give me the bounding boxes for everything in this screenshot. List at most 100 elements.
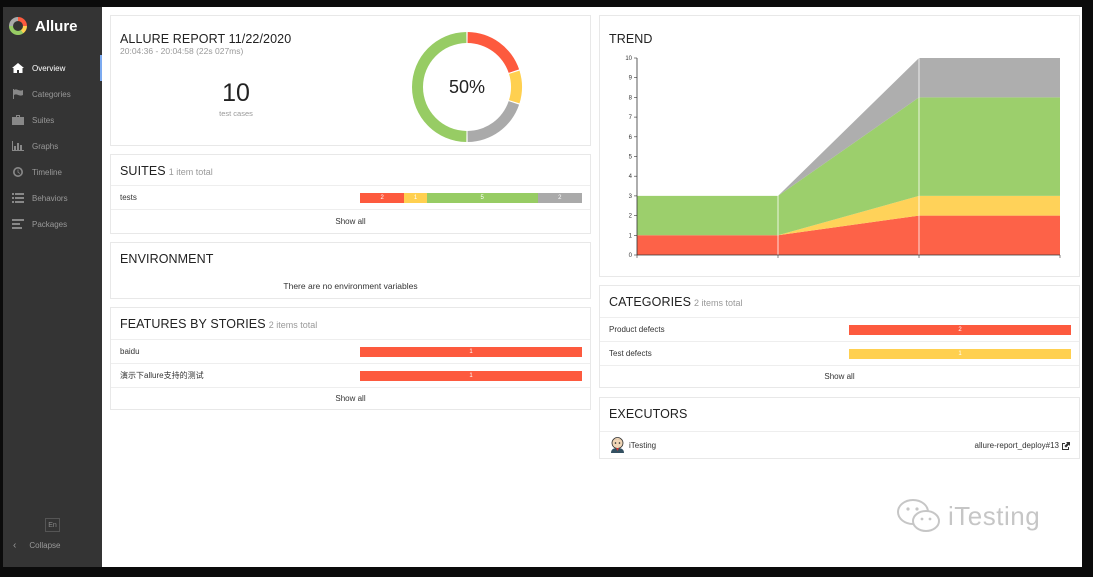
sidebar-item-label: Packages: [32, 219, 68, 229]
clock-icon: [11, 167, 24, 178]
align-left-icon: [11, 219, 24, 230]
features-widget: FEATURES BY STORIES 2 items total baidu …: [110, 307, 591, 410]
categories-header: CATEGORIES 2 items total: [609, 295, 743, 309]
sidebar-item-label: Categories: [32, 89, 71, 99]
donut-slice-passed[interactable]: [411, 32, 467, 142]
status-bar-segment[interactable]: 2: [360, 192, 405, 203]
trend-y-tick-label: 10: [625, 56, 632, 62]
donut-slice-broken[interactable]: [509, 70, 522, 104]
report-window: Allure Overview Categories Suites Graphs…: [3, 7, 1082, 567]
executor-build-label: allure-report_deploy#13: [974, 441, 1060, 450]
flag-icon: [11, 89, 24, 100]
trend-y-tick-label: 6: [629, 135, 633, 141]
trend-chart[interactable]: 0 1 2 3 4 5 6 7 8 9 10: [600, 16, 1081, 278]
trend-title: TREND: [609, 32, 653, 46]
chevron-left-icon: ‹: [13, 540, 17, 551]
feature-row[interactable]: 演示下allure支持的测试 1: [111, 363, 590, 387]
sidebar-item-graphs[interactable]: Graphs: [3, 133, 102, 159]
environment-widget: ENVIRONMENT There are no environment var…: [110, 242, 591, 299]
category-name: Product defects: [609, 325, 665, 334]
trend-area-3[interactable]: [637, 58, 1060, 196]
test-case-label: test cases: [219, 109, 253, 118]
sidebar-item-label: Overview: [32, 63, 66, 73]
features-header: FEATURES BY STORIES 2 items total: [120, 317, 317, 331]
test-case-count: 10: [222, 79, 250, 107]
category-row[interactable]: Test defects 1: [600, 341, 1079, 365]
sidebar-item-timeline[interactable]: Timeline: [3, 159, 102, 185]
feature-status-bar: 1: [360, 370, 582, 381]
sidebar-item-categories[interactable]: Categories: [3, 81, 102, 107]
executor-build-link[interactable]: allure-report_deploy#13: [974, 441, 1070, 450]
sidebar-item-overview[interactable]: Overview: [3, 55, 102, 81]
status-bar-segment[interactable]: 2: [849, 324, 1071, 335]
executors-widget: EXECUTORS iTesting allure-report_deploy#…: [599, 397, 1080, 459]
feature-name: 演示下allure支持的测试: [120, 371, 204, 380]
environment-message: There are no environment variables: [283, 281, 418, 291]
trend-area-1[interactable]: [637, 195, 1060, 236]
environment-title: ENVIRONMENT: [120, 252, 214, 266]
features-count: 2 items total: [268, 320, 318, 330]
status-bar-segment[interactable]: 1: [404, 192, 427, 203]
sidebar-item-behaviors[interactable]: Behaviors: [3, 185, 102, 211]
app-name: Allure: [35, 17, 78, 35]
sidebar: Allure Overview Categories Suites Graphs…: [3, 7, 102, 567]
home-icon: [11, 63, 24, 74]
collapse-label: Collapse: [29, 541, 61, 550]
brand[interactable]: Allure: [3, 7, 102, 45]
sidebar-item-suites[interactable]: Suites: [3, 107, 102, 133]
category-status-bar: 1: [849, 348, 1071, 359]
feature-row[interactable]: baidu 1: [111, 339, 590, 363]
sidebar-item-label: Suites: [32, 115, 55, 125]
trend-widget: 0 1 2 3 4 5 6 7 8 9 10 TREND: [599, 15, 1080, 277]
trend-y-tick-label: 3: [629, 194, 633, 200]
trend-y-tick-label: 2: [629, 214, 633, 220]
sidebar-nav: Overview Categories Suites Graphs Timeli…: [3, 55, 102, 237]
categories-show-all-link[interactable]: Show all: [600, 365, 1079, 388]
executors-title: EXECUTORS: [609, 407, 688, 421]
status-bar-segment[interactable]: 1: [849, 348, 1071, 359]
suites-show-all-link[interactable]: Show all: [111, 209, 590, 234]
report-duration: 20:04:36 - 20:04:58 (22s 027ms): [120, 46, 244, 56]
status-bar-segment[interactable]: 1: [360, 370, 582, 381]
donut-slice-skipped[interactable]: [467, 101, 520, 142]
sidebar-item-label: Timeline: [32, 167, 62, 177]
collapse-button[interactable]: ‹ Collapse: [13, 540, 60, 551]
suites-title: SUITES: [120, 164, 166, 178]
category-row[interactable]: Product defects 2: [600, 317, 1079, 341]
feature-name: baidu: [120, 347, 140, 356]
sidebar-item-packages[interactable]: Packages: [3, 211, 102, 237]
category-name: Test defects: [609, 349, 652, 358]
feature-status-bar: 1: [360, 346, 582, 357]
executor-name: iTesting: [629, 441, 657, 450]
categories-title: CATEGORIES: [609, 295, 692, 309]
trend-area-0[interactable]: [637, 215, 1060, 255]
summary-widget: ALLURE REPORT 11/22/2020 20:04:36 - 20:0…: [110, 15, 591, 146]
executors-header: EXECUTORS: [609, 407, 687, 421]
status-bar-segment[interactable]: 5: [426, 192, 538, 203]
trend-y-tick-label: 7: [629, 115, 633, 121]
features-show-all-link[interactable]: Show all: [111, 387, 590, 410]
trend-y-tick-label: 1: [629, 233, 633, 239]
report-title: ALLURE REPORT 11/22/2020: [120, 32, 292, 46]
bar-chart-icon: [11, 141, 24, 152]
donut-slice-failed[interactable]: [467, 32, 520, 73]
success-rate: 50%: [449, 77, 485, 97]
external-link-icon: [1062, 441, 1070, 450]
language-switch[interactable]: En: [45, 518, 60, 532]
status-bar-segment[interactable]: 1: [360, 346, 582, 357]
executor-row[interactable]: iTesting allure-report_deploy#13: [600, 431, 1079, 459]
trend-area-2[interactable]: [637, 97, 1060, 236]
trend-y-tick-label: 0: [629, 253, 633, 259]
status-donut-chart[interactable]: 50%: [411, 31, 523, 143]
trend-y-tick-label: 8: [629, 95, 633, 101]
allure-logo-icon: [9, 17, 27, 35]
watermark: iTesting: [896, 497, 1040, 535]
suites-header: SUITES 1 item total: [120, 164, 213, 178]
environment-header: ENVIRONMENT: [120, 252, 213, 266]
briefcase-icon: [11, 115, 24, 126]
status-bar-segment[interactable]: 2: [537, 192, 583, 203]
jenkins-icon: [611, 437, 624, 453]
